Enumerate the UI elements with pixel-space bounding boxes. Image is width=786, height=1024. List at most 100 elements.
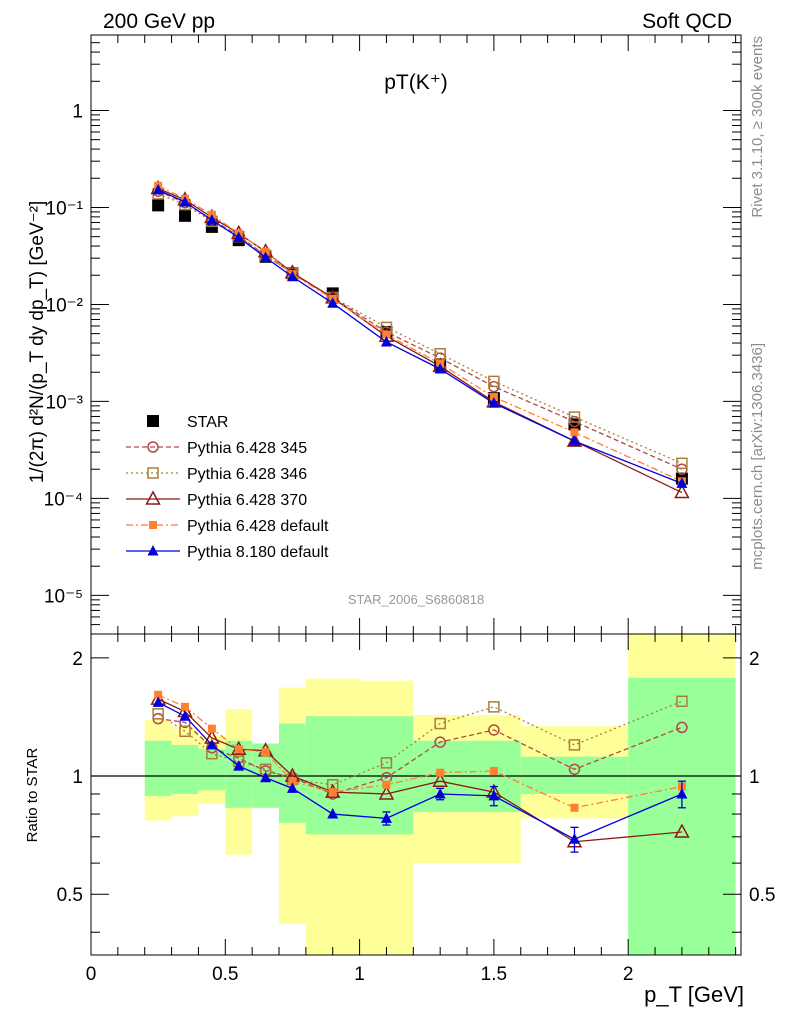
data-point-p8def: [380, 335, 392, 347]
x-tick-label: 2: [623, 964, 634, 985]
y-tick-label: 10⁻⁴: [44, 489, 83, 510]
rivet-version-label: Rivet 3.1.10, ≥ 300k events: [749, 36, 766, 218]
energy-label: 200 GeV pp: [103, 10, 215, 33]
ratio-point-p345: [434, 736, 446, 748]
legend-marker-p6def: [149, 521, 157, 529]
x-axis-label: p_T [GeV]: [644, 982, 744, 1007]
ratio-tick-label-right: 1: [749, 767, 760, 788]
ratio-point-p346: [434, 717, 446, 730]
data-point-p346: [676, 457, 688, 470]
legend-marker-p345: [147, 441, 159, 453]
ratio-point-p345: [568, 763, 581, 776]
ratio-line-p8def: [157, 701, 683, 840]
ratio-point-p346: [568, 739, 581, 751]
legend-label-p345: Pythia 6.428 345: [187, 440, 307, 457]
ratio-point-p346: [179, 725, 191, 738]
ratio-point-p346: [676, 695, 688, 708]
series-line-p345: [157, 190, 683, 470]
legend-label-p370: Pythia 6.428 370: [187, 492, 307, 509]
ratio-point-p8def: [206, 738, 218, 750]
ratio-point-p6def: [489, 766, 498, 775]
data-point-star: [152, 199, 165, 212]
y-tick-label: 10⁻⁵: [44, 586, 83, 607]
x-tick-label: 0: [86, 964, 97, 985]
y-tick-label: 1: [72, 101, 83, 122]
band-inner-1: [171, 744, 199, 794]
data-point-p346: [488, 375, 500, 388]
data-point-star: [179, 209, 192, 222]
data-point-p8def: [327, 297, 339, 308]
legend-marker-p370: [145, 490, 161, 505]
legend-entry-p345: Pythia 6.428 345: [126, 440, 307, 457]
ratio-point-p8def: [327, 808, 339, 819]
ratio-point-p370: [432, 772, 448, 787]
ratio-plot-border: [90, 633, 742, 956]
ratio-line-p6def: [157, 694, 683, 809]
legend-entry-p346: Pythia 6.428 346: [126, 466, 307, 483]
legend-entry-p8def: Pythia 8.180 default: [126, 544, 329, 561]
band-inner-2: [198, 749, 226, 791]
data-point-p8def: [434, 362, 446, 374]
ratio-point-p6def: [436, 768, 445, 777]
main-plot-frame: 1 10⁻¹ 10⁻² 10⁻³ 10⁻⁴ 10⁻⁵: [44, 34, 742, 635]
ratio-point-p6def: [234, 745, 243, 754]
data-point-p6def: [489, 393, 498, 402]
legend-marker-p8def: [147, 545, 159, 556]
ratio-point-p6def: [328, 788, 337, 797]
ratio-point-p346: [380, 757, 393, 769]
data-point-p6def: [570, 428, 579, 437]
ratio-point-p8def: [179, 710, 191, 721]
legend-entry-p6def: Pythia 6.428 default: [126, 518, 329, 535]
ratio-point-p8def: [152, 696, 164, 707]
data-point-p8def: [286, 270, 298, 282]
ratio-point-p6def: [207, 724, 216, 733]
ratio-series-p6def: [154, 690, 686, 812]
ratio-point-p346: [152, 708, 164, 720]
ratio-point-p6def: [181, 702, 190, 711]
legend-label-star: STAR: [187, 414, 228, 431]
ratio-tick-label-left: 1: [72, 767, 83, 788]
ratio-point-p346: [488, 701, 500, 713]
legend-marker-star: [147, 415, 159, 427]
x-tick-label: 0.5: [212, 964, 238, 985]
ratio-tick-label-left: 2: [72, 649, 83, 670]
chart-title: pT(K⁺): [384, 71, 448, 94]
ratio-point-p8def: [676, 787, 688, 799]
band-inner-10: [520, 756, 629, 794]
category-label: Soft QCD: [642, 10, 732, 33]
source-label: mcplots.cern.ch [arXiv:1306.3436]: [749, 343, 766, 570]
data-point-p8def: [568, 435, 580, 446]
ratio-series-p8def: [152, 696, 688, 853]
series-line-p8def: [157, 189, 683, 484]
data-point-p6def: [382, 330, 391, 339]
ratio-point-p345: [676, 721, 688, 734]
ratio-point-p8def: [286, 782, 298, 793]
y-tick-label: 10⁻¹: [46, 198, 84, 219]
x-tick-label: 1: [354, 964, 365, 985]
ratio-point-p370: [674, 823, 690, 838]
series-line-p370: [157, 187, 683, 494]
analysis-tag: STAR_2006_S6860818: [348, 592, 484, 607]
main-plot-series: [150, 179, 690, 499]
legend-label-p8def: Pythia 8.180 default: [187, 544, 329, 561]
data-point-p8def: [152, 183, 164, 195]
legend-label-p6def: Pythia 6.428 default: [187, 518, 329, 535]
ratio-point-p8def: [260, 771, 272, 783]
data-point-p8def: [233, 231, 245, 243]
band-inner-11: [628, 677, 736, 955]
ratio-axis-label: Ratio to STAR: [24, 747, 41, 842]
ratio-point-p8def: [568, 833, 580, 844]
ratio-point-p6def: [288, 777, 297, 786]
data-point-p8def: [179, 195, 191, 207]
ratio-line-p370: [157, 698, 682, 843]
ratio-point-p6def: [261, 748, 270, 757]
x-tick-label: 1.5: [481, 964, 507, 985]
legend-marker-p346: [147, 467, 159, 479]
ratio-point-p6def: [570, 803, 579, 812]
ratio-tick-label-left: 0.5: [57, 885, 83, 906]
ratio-point-p345: [488, 724, 500, 736]
ratio-point-p8def: [233, 760, 245, 771]
ratio-tick-label-right: 0.5: [749, 885, 775, 906]
ratio-uncertainty-bands: [144, 634, 736, 955]
